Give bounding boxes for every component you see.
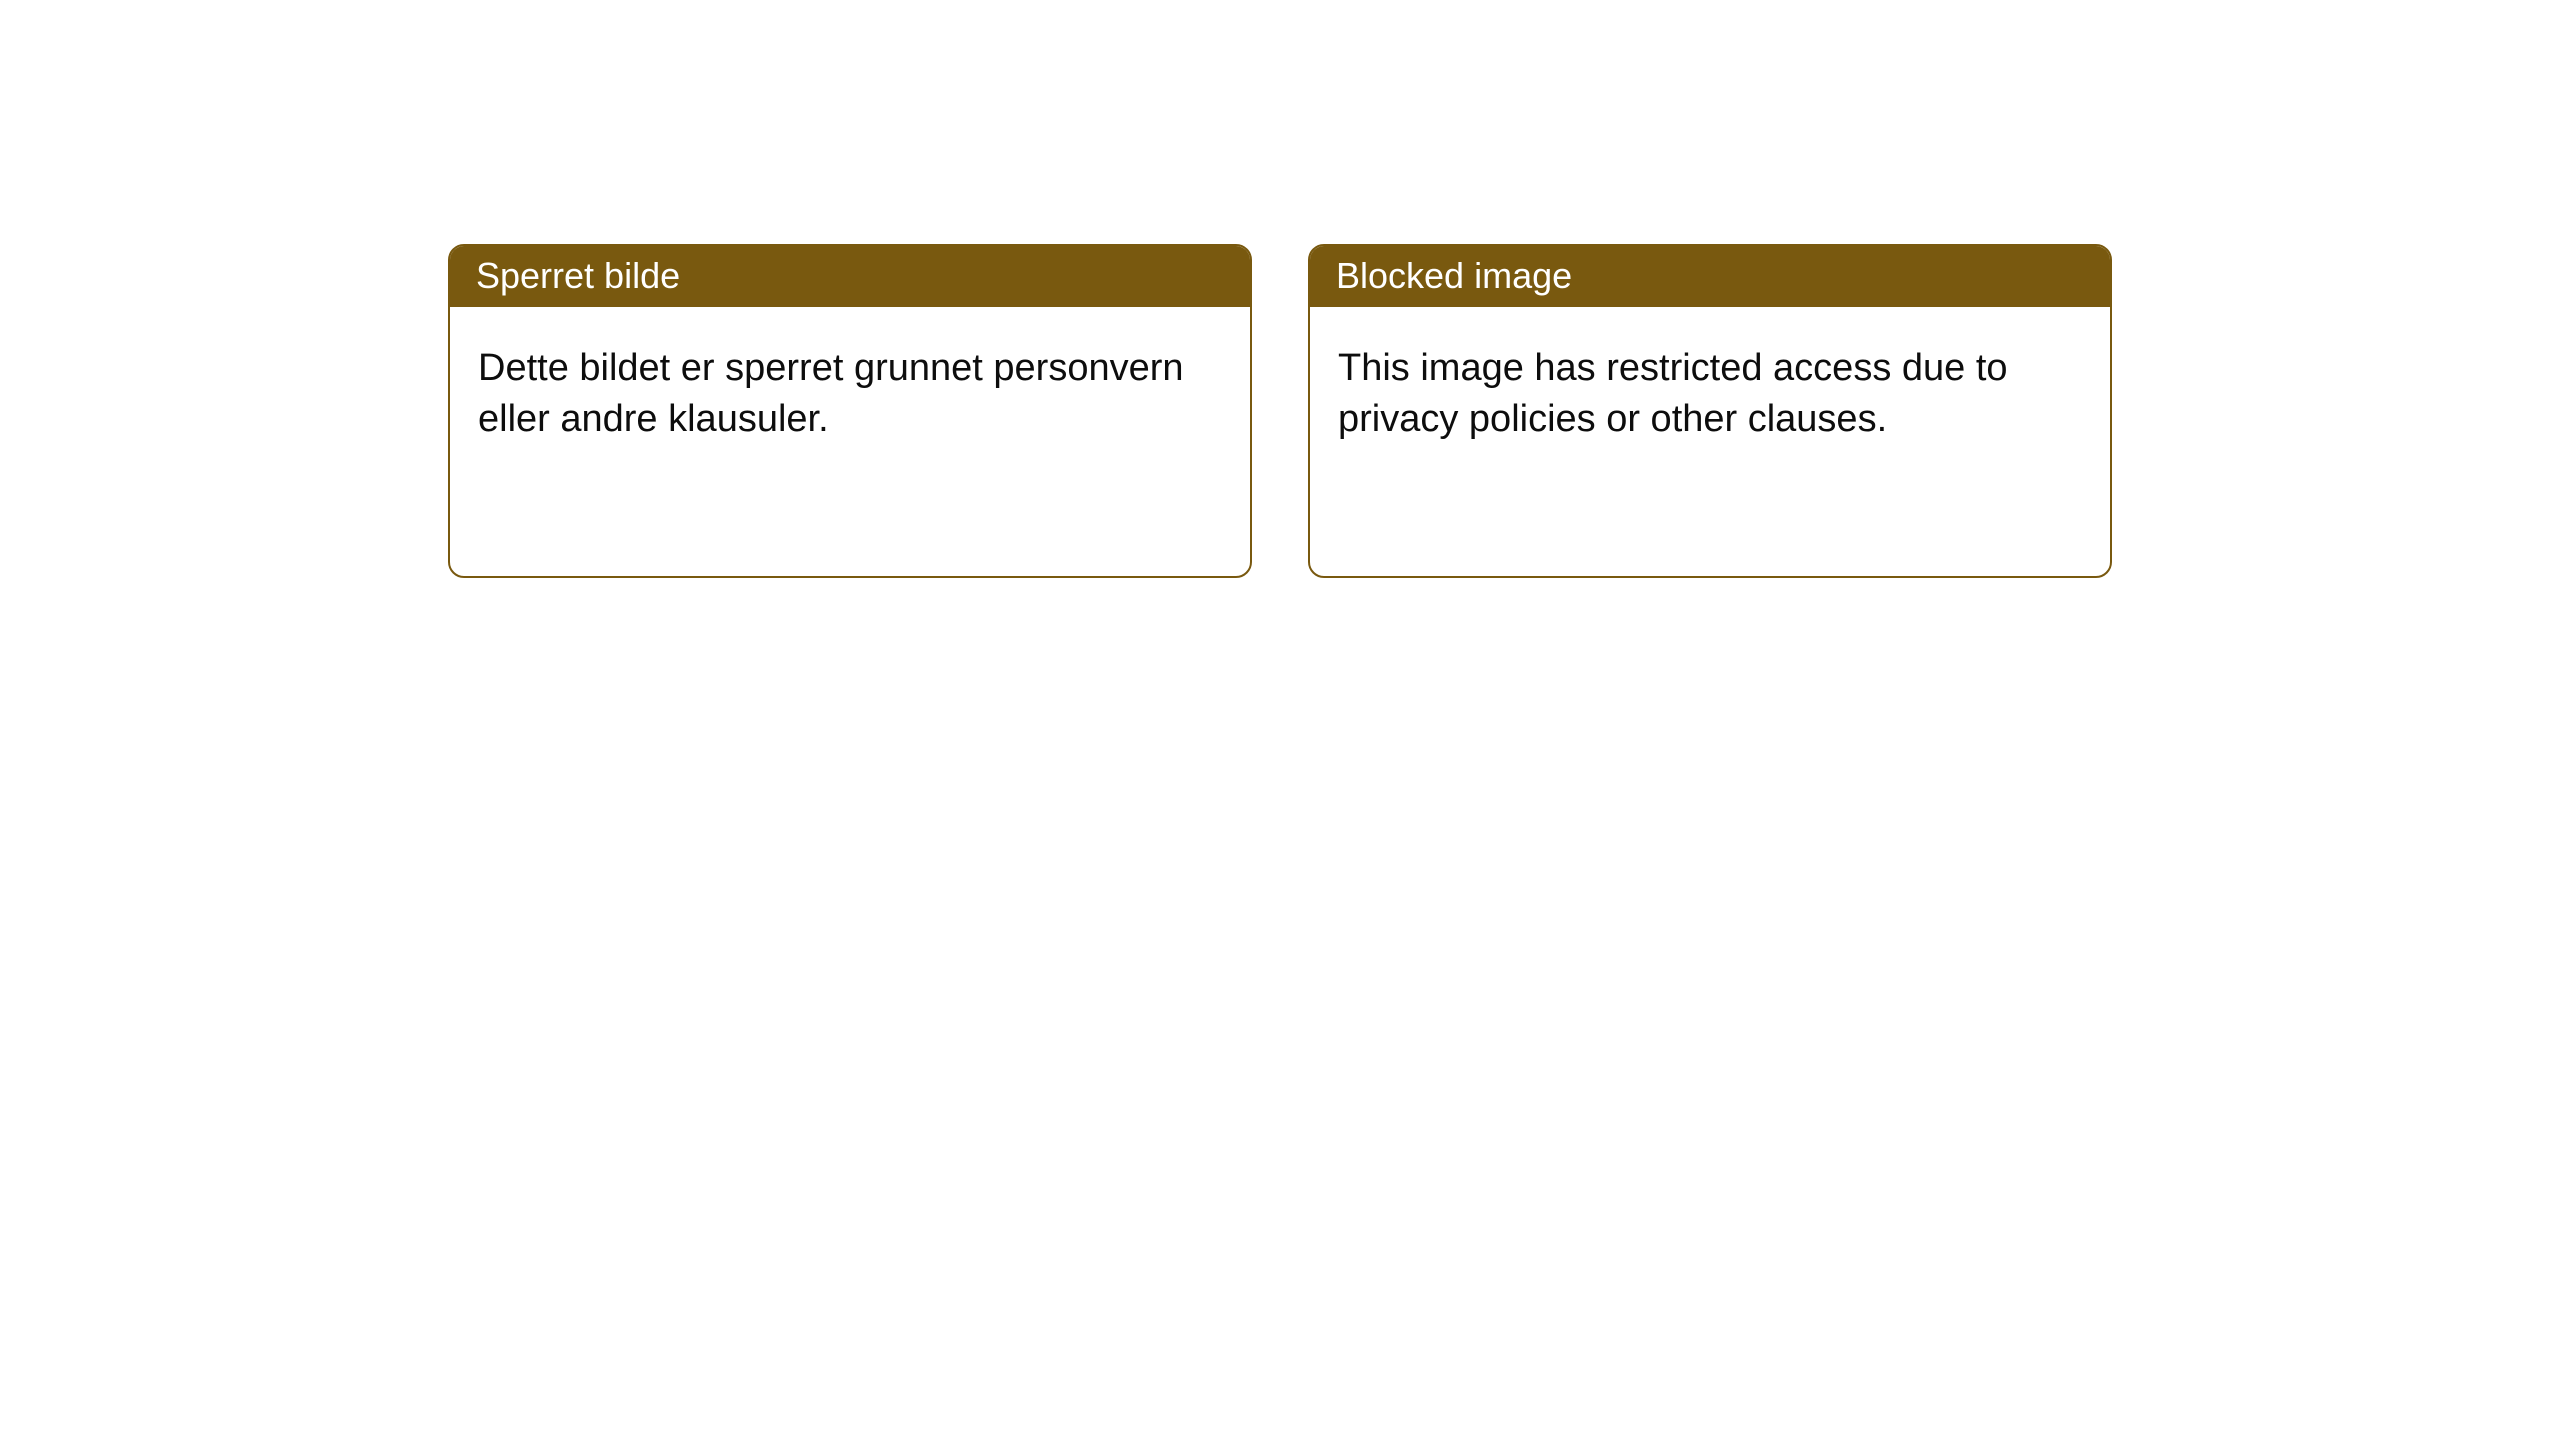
notice-body-en: This image has restricted access due to …	[1310, 307, 2110, 474]
notice-box-en: Blocked image This image has restricted …	[1308, 244, 2112, 578]
notice-container: Sperret bilde Dette bildet er sperret gr…	[0, 0, 2560, 578]
notice-header-no: Sperret bilde	[450, 246, 1250, 307]
notice-header-en: Blocked image	[1310, 246, 2110, 307]
notice-body-no: Dette bildet er sperret grunnet personve…	[450, 307, 1250, 474]
notice-box-no: Sperret bilde Dette bildet er sperret gr…	[448, 244, 1252, 578]
